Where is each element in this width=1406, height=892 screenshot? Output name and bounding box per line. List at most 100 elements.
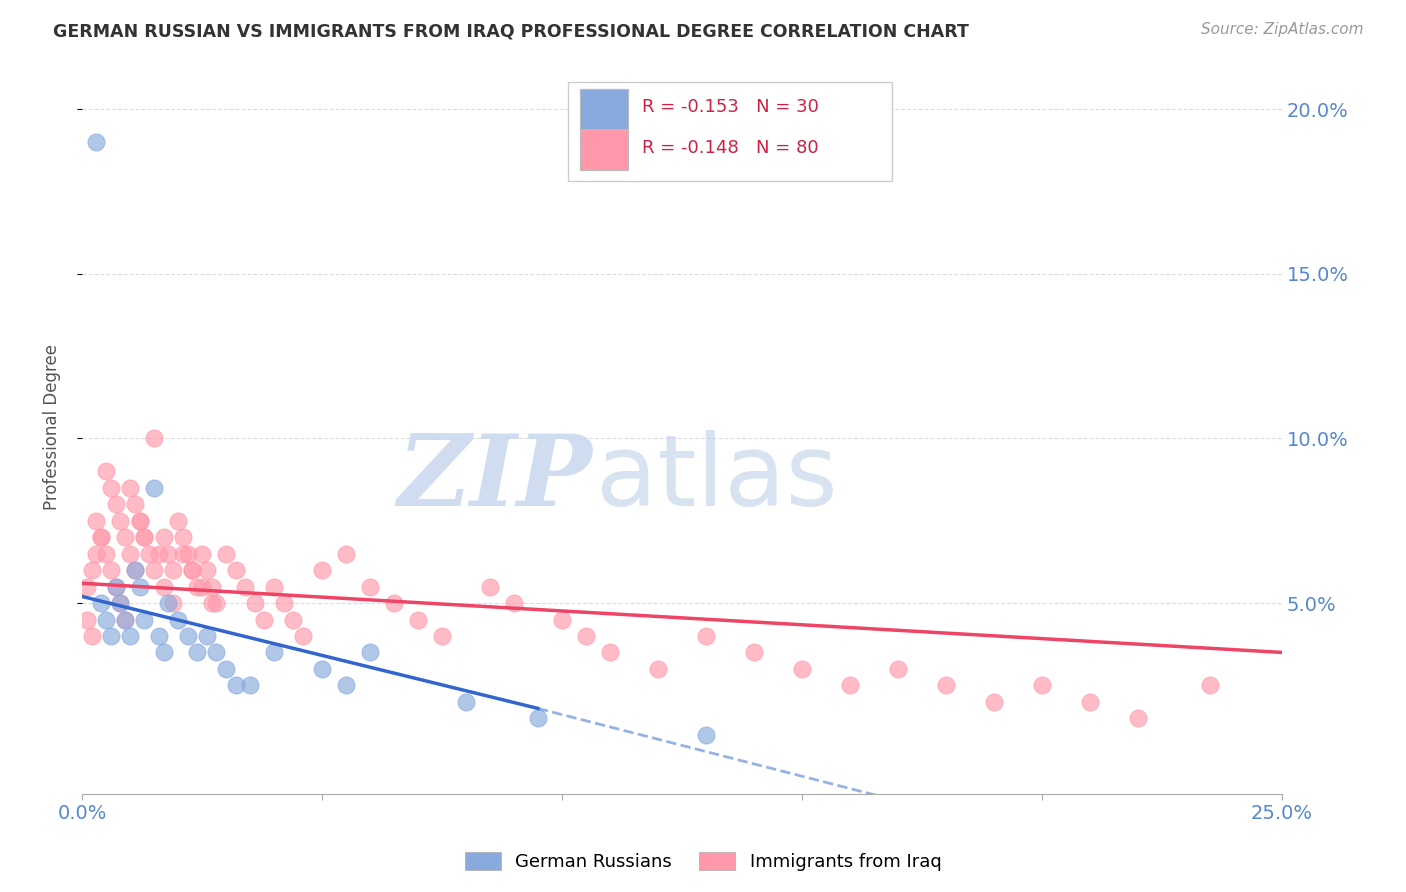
Point bbox=[527, 711, 550, 725]
Point bbox=[243, 596, 266, 610]
Point bbox=[647, 662, 669, 676]
Point bbox=[118, 547, 141, 561]
Point bbox=[118, 629, 141, 643]
Point bbox=[128, 514, 150, 528]
Point bbox=[152, 530, 174, 544]
Point bbox=[100, 629, 122, 643]
Point bbox=[104, 497, 127, 511]
Point bbox=[110, 596, 132, 610]
Point bbox=[233, 580, 256, 594]
Point bbox=[742, 645, 765, 659]
Point bbox=[200, 596, 222, 610]
Text: R = -0.148   N = 80: R = -0.148 N = 80 bbox=[643, 139, 818, 157]
Point bbox=[76, 580, 98, 594]
Point bbox=[205, 596, 228, 610]
Point bbox=[311, 563, 333, 577]
Point bbox=[100, 563, 122, 577]
Point bbox=[90, 596, 112, 610]
Point bbox=[1078, 695, 1101, 709]
Point bbox=[1031, 678, 1053, 692]
Legend: German Russians, Immigrants from Iraq: German Russians, Immigrants from Iraq bbox=[457, 845, 949, 879]
Point bbox=[181, 563, 204, 577]
FancyBboxPatch shape bbox=[568, 82, 891, 181]
Point bbox=[359, 645, 381, 659]
Point bbox=[291, 629, 314, 643]
Text: ZIP: ZIP bbox=[396, 430, 592, 526]
Point bbox=[114, 613, 136, 627]
Point bbox=[263, 645, 285, 659]
Point bbox=[100, 481, 122, 495]
Point bbox=[172, 547, 194, 561]
Point bbox=[148, 547, 170, 561]
Point bbox=[80, 563, 103, 577]
Point bbox=[128, 514, 150, 528]
Point bbox=[128, 580, 150, 594]
Point bbox=[478, 580, 501, 594]
Point bbox=[142, 563, 165, 577]
Point bbox=[1126, 711, 1149, 725]
Point bbox=[359, 580, 381, 594]
Point bbox=[551, 613, 574, 627]
Point bbox=[335, 547, 357, 561]
Point bbox=[152, 645, 174, 659]
Point bbox=[80, 629, 103, 643]
Point bbox=[1199, 678, 1222, 692]
Point bbox=[94, 547, 117, 561]
Point bbox=[191, 580, 214, 594]
Text: GERMAN RUSSIAN VS IMMIGRANTS FROM IRAQ PROFESSIONAL DEGREE CORRELATION CHART: GERMAN RUSSIAN VS IMMIGRANTS FROM IRAQ P… bbox=[53, 22, 969, 40]
Text: atlas: atlas bbox=[596, 430, 837, 527]
Point bbox=[935, 678, 957, 692]
Point bbox=[86, 547, 108, 561]
Point bbox=[90, 530, 112, 544]
Point bbox=[186, 645, 208, 659]
Point bbox=[215, 662, 238, 676]
Point bbox=[205, 645, 228, 659]
Point bbox=[110, 514, 132, 528]
Point bbox=[191, 547, 214, 561]
Point bbox=[225, 678, 247, 692]
Point bbox=[167, 514, 190, 528]
Point bbox=[86, 514, 108, 528]
Point bbox=[142, 481, 165, 495]
Point bbox=[273, 596, 295, 610]
Point bbox=[124, 563, 146, 577]
Point bbox=[134, 613, 156, 627]
Point bbox=[195, 563, 218, 577]
Point bbox=[94, 613, 117, 627]
Point bbox=[90, 530, 112, 544]
Point bbox=[167, 613, 190, 627]
Point bbox=[124, 563, 146, 577]
Point bbox=[176, 629, 198, 643]
Point bbox=[695, 728, 717, 742]
Point bbox=[186, 580, 208, 594]
Point bbox=[152, 580, 174, 594]
Point bbox=[311, 662, 333, 676]
FancyBboxPatch shape bbox=[579, 129, 628, 169]
Y-axis label: Professional Degree: Professional Degree bbox=[44, 343, 60, 510]
Text: Source: ZipAtlas.com: Source: ZipAtlas.com bbox=[1201, 22, 1364, 37]
Point bbox=[335, 678, 357, 692]
Point bbox=[239, 678, 262, 692]
FancyBboxPatch shape bbox=[579, 89, 628, 129]
Point bbox=[142, 431, 165, 445]
Point bbox=[94, 464, 117, 478]
Point bbox=[162, 596, 184, 610]
Point bbox=[503, 596, 526, 610]
Point bbox=[181, 563, 204, 577]
Point bbox=[114, 613, 136, 627]
Text: R = -0.153   N = 30: R = -0.153 N = 30 bbox=[643, 98, 820, 116]
Point bbox=[172, 530, 194, 544]
Point bbox=[253, 613, 276, 627]
Point bbox=[215, 547, 238, 561]
Point bbox=[195, 629, 218, 643]
Point bbox=[124, 497, 146, 511]
Point bbox=[382, 596, 405, 610]
Point bbox=[157, 547, 180, 561]
Point bbox=[134, 530, 156, 544]
Point bbox=[575, 629, 598, 643]
Point bbox=[138, 547, 160, 561]
Point bbox=[225, 563, 247, 577]
Point bbox=[695, 629, 717, 643]
Point bbox=[599, 645, 621, 659]
Point bbox=[118, 481, 141, 495]
